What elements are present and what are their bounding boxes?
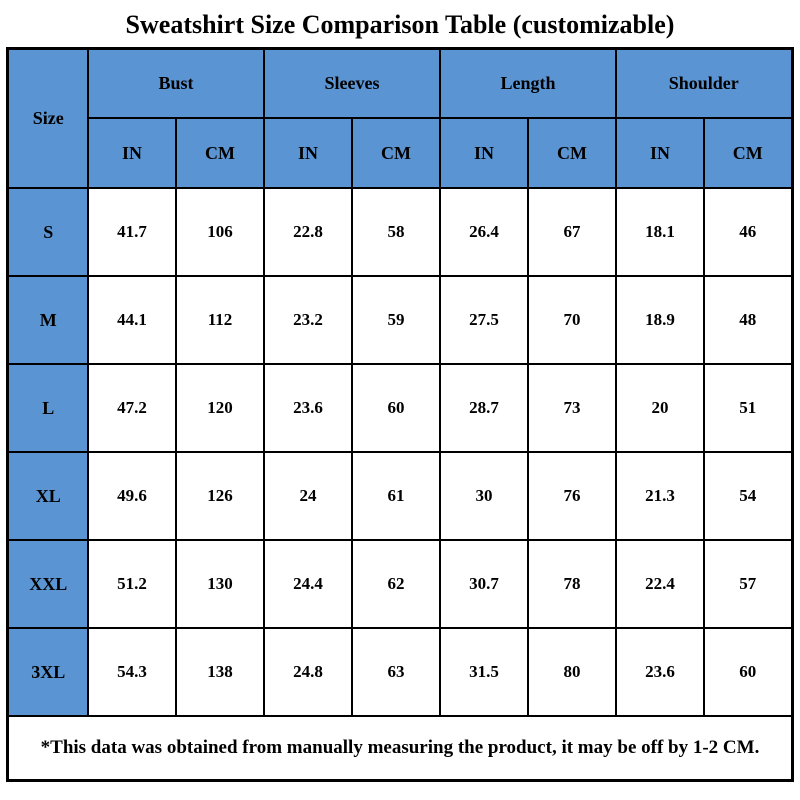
value-cell: 26.4 xyxy=(439,187,529,278)
unit-header-length-cm: CM xyxy=(526,117,618,190)
table-row-3xl: 3XL 54.3 138 24.8 63 31.5 80 23.6 60 xyxy=(6,627,794,718)
value-cell: 28.7 xyxy=(439,363,529,454)
unit-header-bust-cm: CM xyxy=(174,117,265,190)
size-row-header: XL xyxy=(6,451,89,542)
size-row-header: S xyxy=(6,187,89,278)
value-cell: 54.3 xyxy=(86,627,177,718)
value-cell: 62 xyxy=(350,539,442,630)
value-cell: 18.1 xyxy=(615,187,706,278)
unit-header-length-in: IN xyxy=(439,117,529,190)
value-cell: 47.2 xyxy=(86,363,177,454)
value-cell: 120 xyxy=(174,363,265,454)
value-cell: 24.4 xyxy=(262,539,353,630)
size-column-header: Size xyxy=(6,47,89,190)
table-row-xl: XL 49.6 126 24 61 30 76 21.3 54 xyxy=(6,451,794,542)
value-cell: 23.6 xyxy=(262,363,353,454)
table-row-xxl: XXL 51.2 130 24.4 62 30.7 78 22.4 57 xyxy=(6,539,794,630)
table-row-s: S 41.7 106 22.8 58 26.4 67 18.1 46 xyxy=(6,187,794,278)
value-cell: 27.5 xyxy=(439,275,529,366)
value-cell: 54 xyxy=(703,451,794,542)
table-row-m: M 44.1 112 23.2 59 27.5 70 18.9 48 xyxy=(6,275,794,366)
table-row-l: L 47.2 120 23.6 60 28.7 73 20 51 xyxy=(6,363,794,454)
value-cell: 60 xyxy=(703,627,794,718)
value-cell: 22.4 xyxy=(615,539,706,630)
value-cell: 23.2 xyxy=(262,275,353,366)
size-comparison-table: Size Bust Sleeves Length Shoulder IN CM … xyxy=(6,46,794,782)
value-cell: 126 xyxy=(174,451,265,542)
value-cell: 61 xyxy=(350,451,442,542)
value-cell: 20 xyxy=(615,363,706,454)
value-cell: 41.7 xyxy=(86,187,177,278)
unit-header-shoulder-cm: CM xyxy=(703,117,794,190)
page-title: Sweatshirt Size Comparison Table (custom… xyxy=(125,10,675,39)
value-cell: 51 xyxy=(703,363,794,454)
size-row-header: M xyxy=(6,275,89,366)
value-cell: 18.9 xyxy=(615,275,706,366)
value-cell: 63 xyxy=(350,627,442,718)
group-header-sleeves: Sleeves xyxy=(262,47,442,120)
value-cell: 46 xyxy=(703,187,794,278)
value-cell: 51.2 xyxy=(86,539,177,630)
value-cell: 44.1 xyxy=(86,275,177,366)
unit-header-sleeves-in: IN xyxy=(262,117,353,190)
group-header-shoulder: Shoulder xyxy=(615,47,794,120)
group-header-length: Length xyxy=(438,47,618,120)
value-cell: 70 xyxy=(526,275,618,366)
value-cell: 30.7 xyxy=(439,539,529,630)
value-cell: 59 xyxy=(350,275,442,366)
unit-header-bust-in: IN xyxy=(86,117,177,190)
value-cell: 130 xyxy=(174,539,265,630)
value-cell: 138 xyxy=(174,627,265,718)
value-cell: 67 xyxy=(526,187,618,278)
value-cell: 21.3 xyxy=(615,451,706,542)
value-cell: 24.8 xyxy=(262,627,353,718)
value-cell: 80 xyxy=(526,627,618,718)
value-cell: 22.8 xyxy=(262,187,353,278)
footnote-text: *This data was obtained from manually me… xyxy=(6,715,794,782)
group-header-bust: Bust xyxy=(86,47,265,120)
value-cell: 58 xyxy=(350,187,442,278)
value-cell: 76 xyxy=(526,451,618,542)
value-cell: 24 xyxy=(262,451,353,542)
size-row-header: L xyxy=(6,363,89,454)
value-cell: 23.6 xyxy=(615,627,706,718)
unit-header-sleeves-cm: CM xyxy=(350,117,442,190)
value-cell: 31.5 xyxy=(439,627,529,718)
value-cell: 49.6 xyxy=(86,451,177,542)
value-cell: 60 xyxy=(350,363,442,454)
size-row-header: 3XL xyxy=(6,627,89,718)
value-cell: 78 xyxy=(526,539,618,630)
value-cell: 106 xyxy=(174,187,265,278)
size-row-header: XXL xyxy=(6,539,89,630)
value-cell: 30 xyxy=(439,451,529,542)
value-cell: 48 xyxy=(703,275,794,366)
unit-header-shoulder-in: IN xyxy=(615,117,706,190)
value-cell: 73 xyxy=(526,363,618,454)
value-cell: 57 xyxy=(703,539,794,630)
footnote-row: *This data was obtained from manually me… xyxy=(6,715,794,782)
value-cell: 112 xyxy=(174,275,265,366)
